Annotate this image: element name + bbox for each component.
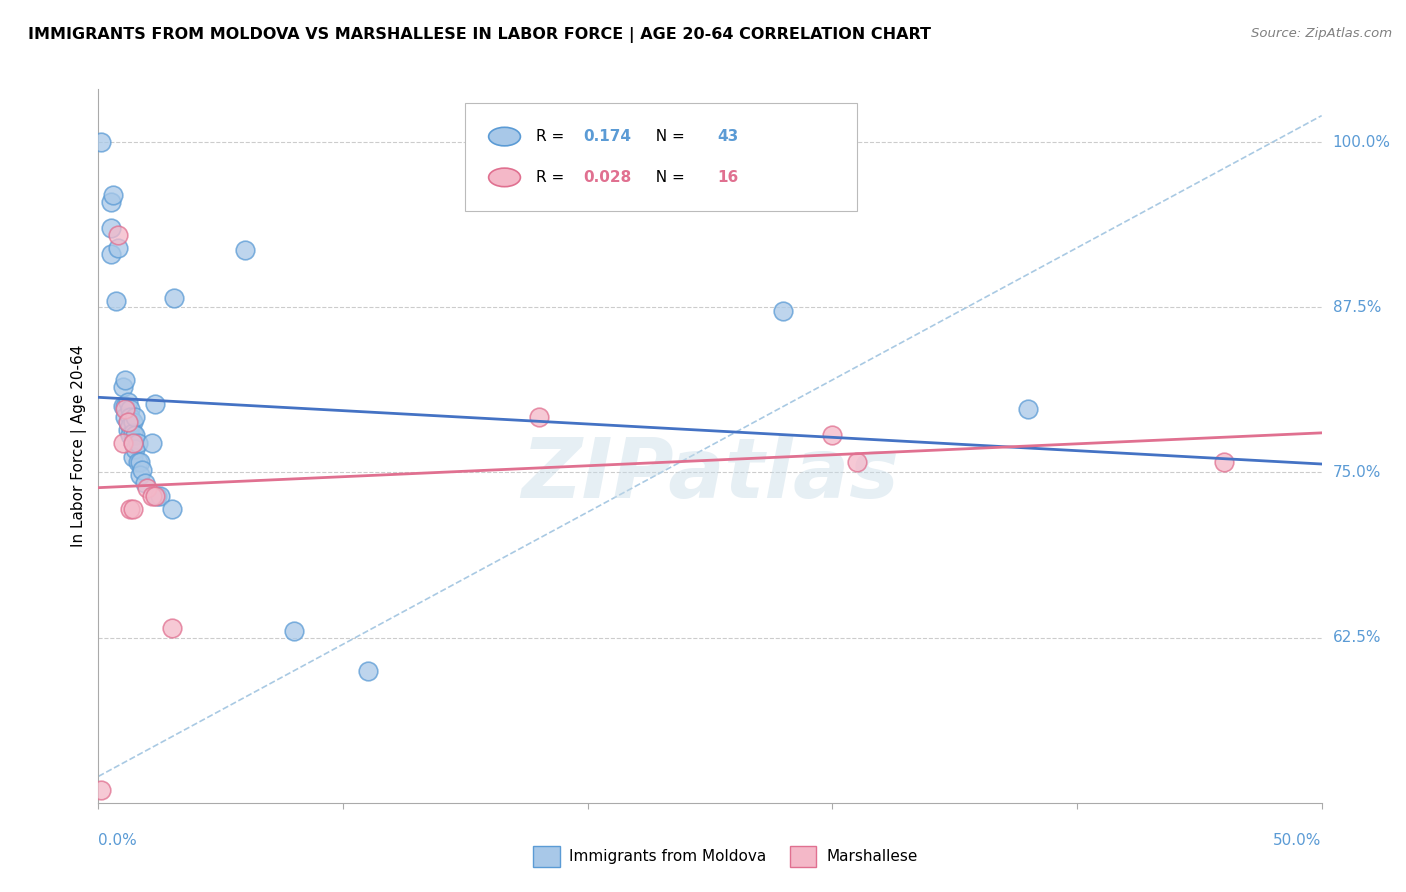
- Point: [121, 436, 143, 450]
- Point: [100, 221, 122, 235]
- Point: [120, 402, 142, 417]
- Point: [117, 415, 139, 429]
- Point: [129, 455, 152, 469]
- Point: [107, 241, 129, 255]
- Point: [121, 436, 143, 450]
- Point: [1017, 402, 1039, 417]
- Point: [772, 304, 794, 318]
- Point: [111, 379, 134, 393]
- Point: [127, 436, 149, 450]
- Text: Source: ZipAtlas.com: Source: ZipAtlas.com: [1251, 27, 1392, 40]
- FancyBboxPatch shape: [465, 103, 856, 211]
- Point: [101, 188, 124, 202]
- Text: IMMIGRANTS FROM MOLDOVA VS MARSHALLESE IN LABOR FORCE | AGE 20-64 CORRELATION CH: IMMIGRANTS FROM MOLDOVA VS MARSHALLESE I…: [28, 27, 931, 43]
- Point: [1212, 455, 1234, 469]
- Point: [100, 194, 122, 209]
- Point: [100, 247, 122, 261]
- Point: [143, 397, 166, 411]
- Point: [121, 425, 143, 440]
- Point: [114, 373, 136, 387]
- Point: [121, 415, 143, 429]
- Text: R =: R =: [536, 169, 569, 185]
- Point: [845, 455, 868, 469]
- Text: 75.0%: 75.0%: [1333, 465, 1381, 480]
- Point: [160, 621, 183, 635]
- Text: 16: 16: [717, 169, 738, 185]
- Point: [527, 409, 550, 424]
- Point: [114, 409, 136, 424]
- Point: [134, 475, 156, 490]
- Point: [114, 402, 136, 417]
- Text: Immigrants from Moldova: Immigrants from Moldova: [569, 849, 766, 863]
- Bar: [533, 846, 560, 867]
- Text: ZIPatlas: ZIPatlas: [522, 434, 898, 515]
- Point: [141, 489, 163, 503]
- Text: 43: 43: [717, 129, 738, 145]
- Point: [111, 400, 134, 414]
- Point: [120, 502, 142, 516]
- Point: [120, 428, 142, 442]
- Point: [136, 481, 159, 495]
- Point: [356, 664, 378, 678]
- Point: [143, 489, 166, 503]
- Point: [160, 502, 183, 516]
- Bar: [790, 846, 817, 867]
- Point: [90, 782, 112, 797]
- Point: [283, 624, 305, 638]
- Point: [90, 135, 112, 149]
- Point: [149, 489, 172, 503]
- Point: [127, 455, 149, 469]
- Point: [124, 442, 146, 456]
- Point: [120, 409, 142, 424]
- Text: 0.028: 0.028: [583, 169, 631, 185]
- Point: [146, 489, 169, 503]
- Text: 50.0%: 50.0%: [1274, 833, 1322, 848]
- Text: 87.5%: 87.5%: [1333, 300, 1381, 315]
- Point: [124, 428, 146, 442]
- Text: N =: N =: [647, 129, 690, 145]
- Point: [131, 463, 153, 477]
- Point: [124, 409, 146, 424]
- Point: [117, 423, 139, 437]
- Point: [114, 400, 136, 414]
- Circle shape: [489, 128, 520, 146]
- Y-axis label: In Labor Force | Age 20-64: In Labor Force | Age 20-64: [72, 345, 87, 547]
- Point: [104, 293, 127, 308]
- Text: N =: N =: [647, 169, 690, 185]
- Point: [111, 436, 134, 450]
- Point: [121, 502, 143, 516]
- Point: [233, 244, 256, 258]
- Point: [141, 436, 163, 450]
- Text: R =: R =: [536, 129, 569, 145]
- Point: [121, 450, 143, 464]
- Point: [821, 428, 844, 442]
- Point: [107, 227, 129, 242]
- Text: 0.0%: 0.0%: [98, 833, 138, 848]
- Point: [120, 419, 142, 434]
- Text: 0.174: 0.174: [583, 129, 631, 145]
- Point: [117, 395, 139, 409]
- Text: Marshallese: Marshallese: [827, 849, 918, 863]
- Text: 100.0%: 100.0%: [1333, 135, 1391, 150]
- Circle shape: [489, 168, 520, 186]
- Point: [117, 415, 139, 429]
- Point: [129, 468, 152, 483]
- Text: 62.5%: 62.5%: [1333, 630, 1381, 645]
- Point: [163, 291, 186, 305]
